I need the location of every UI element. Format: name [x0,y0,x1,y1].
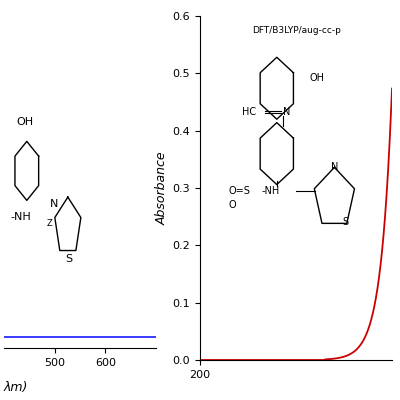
Text: N: N [282,107,290,117]
Text: N: N [331,162,338,172]
Text: O: O [229,200,236,210]
Text: DFT/B3LYP/aug-cc-p: DFT/B3LYP/aug-cc-p [252,26,341,35]
Text: N: N [50,199,58,209]
Text: λm): λm) [4,381,28,394]
Text: -NH: -NH [10,212,31,222]
Text: -NH: -NH [262,186,280,196]
Text: S: S [343,218,349,227]
Text: O=S: O=S [229,186,251,196]
Text: Z: Z [46,219,52,228]
Text: S: S [65,254,72,264]
Y-axis label: Absorbance: Absorbance [155,151,168,225]
Text: HC: HC [242,107,256,117]
Text: OH: OH [310,73,324,83]
Text: OH: OH [16,117,33,127]
